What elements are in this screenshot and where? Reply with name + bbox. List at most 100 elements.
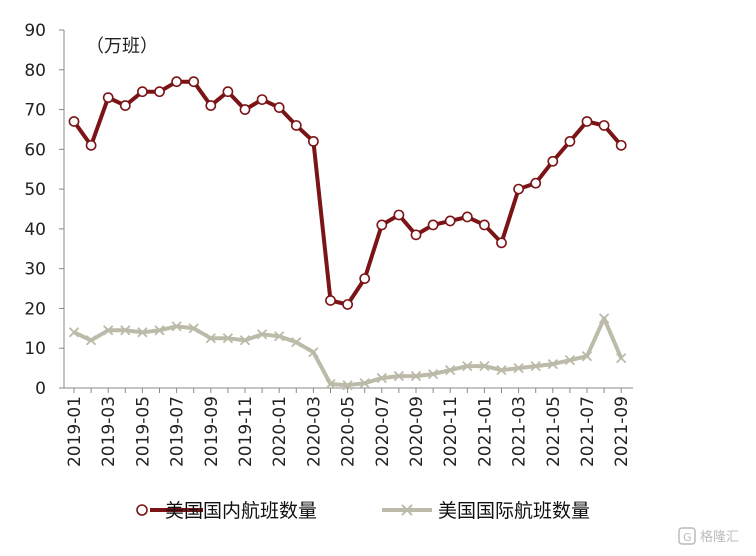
legend-label-domestic: 美国国内航班数量 bbox=[165, 500, 317, 522]
data-point bbox=[496, 364, 507, 376]
data-point bbox=[119, 100, 131, 111]
series-1 bbox=[68, 313, 627, 391]
data-point bbox=[188, 323, 199, 334]
legend-label-international: 美国国际航班数量 bbox=[438, 500, 590, 522]
y-unit-label: （万班） bbox=[86, 36, 158, 57]
data-point bbox=[359, 378, 370, 389]
y-tick-label: 0 bbox=[35, 379, 46, 399]
x-tick-label: 2021-09 bbox=[612, 396, 632, 467]
x-tick-label: 2020-11 bbox=[441, 396, 461, 467]
data-point bbox=[68, 116, 80, 127]
data-point bbox=[513, 183, 524, 195]
data-point bbox=[530, 177, 542, 189]
data-point bbox=[478, 219, 490, 231]
data-point bbox=[393, 209, 405, 221]
y-tick-label: 70 bbox=[24, 101, 46, 121]
data-point bbox=[291, 337, 302, 348]
data-point bbox=[615, 139, 627, 151]
data-point bbox=[598, 120, 610, 131]
data-point bbox=[103, 325, 114, 336]
data-point bbox=[461, 211, 473, 223]
x-tick-label: 2019-03 bbox=[99, 396, 119, 467]
y-tick-label: 60 bbox=[24, 140, 46, 160]
data-point bbox=[120, 325, 131, 336]
legend-item-domestic: 美国国内航班数量 bbox=[136, 500, 317, 522]
y-tick-label: 30 bbox=[24, 260, 46, 280]
watermark-text: 格隆汇 bbox=[700, 529, 739, 545]
x-tick-label: 2020-05 bbox=[339, 396, 359, 467]
data-point bbox=[513, 362, 524, 374]
data-point bbox=[393, 370, 405, 382]
data-point bbox=[581, 351, 593, 362]
x-tick-label: 2021-03 bbox=[510, 396, 530, 467]
legend-marker-international bbox=[401, 504, 413, 516]
data-point bbox=[462, 360, 473, 372]
data-point bbox=[444, 215, 456, 227]
data-point bbox=[410, 229, 422, 241]
x-tick-label: 2020-09 bbox=[407, 396, 427, 467]
data-point bbox=[154, 325, 165, 336]
data-point bbox=[222, 86, 234, 98]
legend-marker-domestic bbox=[136, 504, 148, 516]
data-point bbox=[85, 139, 97, 151]
series-line bbox=[72, 79, 623, 307]
data-point bbox=[239, 104, 251, 115]
x-tick-label: 2020-03 bbox=[304, 396, 324, 467]
x-tick-label: 2021-01 bbox=[475, 396, 495, 467]
data-point bbox=[171, 76, 182, 88]
x-tick-label: 2019-05 bbox=[133, 396, 153, 467]
data-point bbox=[290, 120, 302, 131]
x-tick-label: 2019-01 bbox=[65, 396, 85, 467]
chart-axes bbox=[59, 29, 634, 393]
y-tick-label: 10 bbox=[24, 339, 46, 359]
x-tick-label: 2020-01 bbox=[270, 396, 290, 467]
data-point bbox=[273, 102, 285, 113]
data-point bbox=[102, 92, 114, 104]
watermark: G 格隆汇 bbox=[678, 527, 739, 545]
data-point bbox=[325, 295, 336, 306]
x-tick-label: 2019-07 bbox=[168, 396, 188, 467]
data-point bbox=[427, 368, 439, 380]
data-point bbox=[376, 372, 387, 384]
data-point bbox=[308, 347, 319, 358]
x-tick-label: 2021-05 bbox=[544, 396, 564, 467]
legend-item-international: 美国国际航班数量 bbox=[382, 500, 590, 522]
y-tick-label: 40 bbox=[24, 220, 46, 240]
data-point bbox=[359, 273, 371, 285]
x-tick-label: 2021-07 bbox=[578, 396, 598, 467]
data-point bbox=[154, 86, 165, 98]
svg-text:G: G bbox=[683, 531, 692, 544]
data-point bbox=[256, 329, 268, 340]
legend: 美国国内航班数量 美国国际航班数量 bbox=[136, 500, 590, 522]
data-point bbox=[274, 331, 285, 342]
x-tick-label: 2020-07 bbox=[373, 396, 393, 467]
data-point bbox=[479, 360, 490, 372]
x-tick-label: 2019-09 bbox=[202, 396, 222, 467]
data-point bbox=[85, 335, 97, 346]
data-point bbox=[256, 94, 268, 106]
data-point bbox=[136, 86, 148, 98]
data-point bbox=[307, 135, 319, 147]
data-point bbox=[547, 358, 558, 370]
series-0 bbox=[68, 76, 627, 310]
data-point bbox=[342, 299, 353, 310]
data-point bbox=[68, 327, 80, 338]
series-line bbox=[73, 316, 624, 388]
data-point bbox=[342, 380, 353, 391]
series-layer bbox=[68, 76, 627, 391]
data-point bbox=[171, 321, 182, 332]
data-point bbox=[530, 360, 541, 372]
data-point bbox=[205, 100, 217, 111]
brand-logo-icon bbox=[678, 527, 696, 545]
x-tick-labels: 2019-01 2019-03 2019-05 2019-07 2019-09 2019-… bbox=[65, 396, 632, 467]
data-point bbox=[496, 237, 507, 249]
data-point bbox=[325, 378, 336, 390]
data-point bbox=[616, 353, 627, 364]
data-point bbox=[547, 155, 559, 167]
data-point bbox=[564, 135, 576, 147]
data-point bbox=[205, 333, 216, 344]
y-tick-label: 20 bbox=[24, 299, 46, 319]
data-point bbox=[581, 116, 593, 127]
data-point bbox=[445, 364, 456, 376]
